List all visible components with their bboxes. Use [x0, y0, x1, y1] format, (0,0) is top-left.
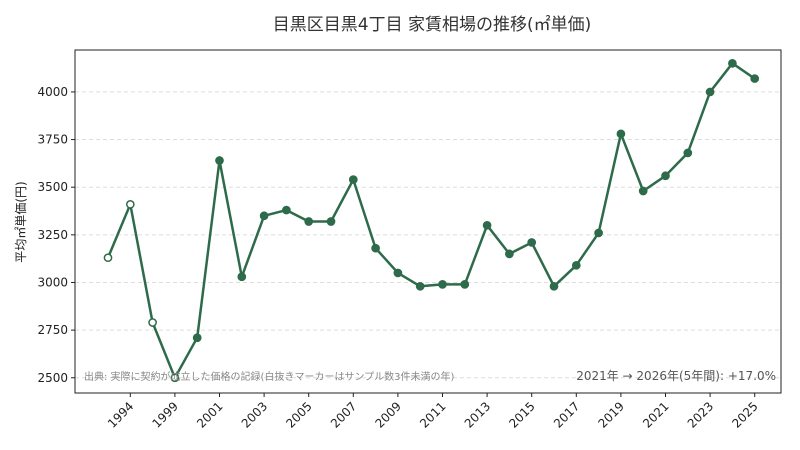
data-point — [438, 280, 447, 289]
x-tick-label: 2017 — [551, 399, 582, 430]
plot-area-frame — [74, 49, 782, 394]
data-point — [638, 186, 648, 196]
x-tick-label: 2003 — [239, 399, 270, 430]
y-tick-label: 3000 — [37, 275, 68, 289]
x-tick-label: 2021 — [640, 399, 671, 430]
y-tick-label: 2750 — [37, 323, 68, 337]
data-point — [215, 156, 224, 165]
data-point — [460, 280, 470, 289]
data-point — [594, 228, 603, 238]
data-point — [326, 217, 336, 226]
data-point — [393, 268, 403, 278]
x-axis-ticks: 1994 1999 2001 2003 2005 2007 2009 2011 2013 2015… — [105, 393, 761, 431]
data-point — [482, 220, 492, 230]
source-note: 出典: 実際に契約が成立した価格の記録(白抜きマーカーはサンプル数3件未満の年) — [84, 370, 455, 383]
data-point — [371, 243, 380, 253]
x-tick-label: 2015 — [506, 399, 537, 430]
y-tick-label: 2500 — [37, 371, 68, 385]
data-point — [282, 205, 291, 215]
y-tick-label: 4000 — [37, 85, 68, 99]
x-tick-label: 2009 — [373, 399, 404, 430]
x-tick-label: 2023 — [685, 399, 716, 430]
data-point — [259, 211, 269, 221]
y-axis-label: 平均㎡単価(円) — [14, 181, 28, 262]
data-point — [415, 281, 425, 291]
x-tick-label: 2025 — [729, 399, 760, 430]
data-point — [505, 249, 514, 259]
data-point — [661, 171, 670, 181]
data-point — [728, 58, 737, 68]
x-tick-label: 2005 — [283, 399, 314, 430]
data-point — [750, 74, 760, 83]
data-point — [616, 129, 626, 139]
data-point — [148, 318, 157, 327]
data-point — [527, 238, 537, 247]
gridlines — [75, 91, 781, 379]
x-tick-label: 2001 — [194, 399, 225, 430]
data-point — [192, 333, 202, 343]
data-point — [170, 373, 180, 383]
change-note: 2021年 → 2026年(5年間): +17.0% — [576, 369, 776, 383]
data-point — [705, 87, 715, 97]
x-tick-label: 2019 — [596, 399, 627, 430]
y-tick-label: 3750 — [37, 133, 68, 147]
chart-title: 目黒区目黒4丁目 家賃相場の推移(㎡単価) — [273, 15, 591, 35]
data-point — [348, 175, 358, 184]
data-point — [571, 260, 581, 270]
y-tick-label: 3500 — [37, 180, 68, 194]
data-point — [304, 217, 314, 226]
data-point — [103, 253, 113, 263]
y-tick-label: 3250 — [37, 228, 68, 242]
y-axis-ticks: 2500 2750 3000 3250 3500 3750 4000 — [37, 85, 75, 385]
x-tick-label: 2013 — [462, 399, 493, 430]
series-line — [106, 62, 756, 380]
x-tick-label: 1994 — [105, 399, 136, 430]
x-tick-label: 2007 — [328, 399, 359, 430]
data-point — [125, 200, 135, 209]
data-point — [549, 281, 559, 291]
series-markers — [103, 58, 760, 383]
x-tick-label: 1999 — [150, 399, 181, 430]
x-tick-label: 2011 — [417, 399, 448, 430]
data-point — [683, 148, 693, 158]
data-point — [237, 272, 247, 282]
